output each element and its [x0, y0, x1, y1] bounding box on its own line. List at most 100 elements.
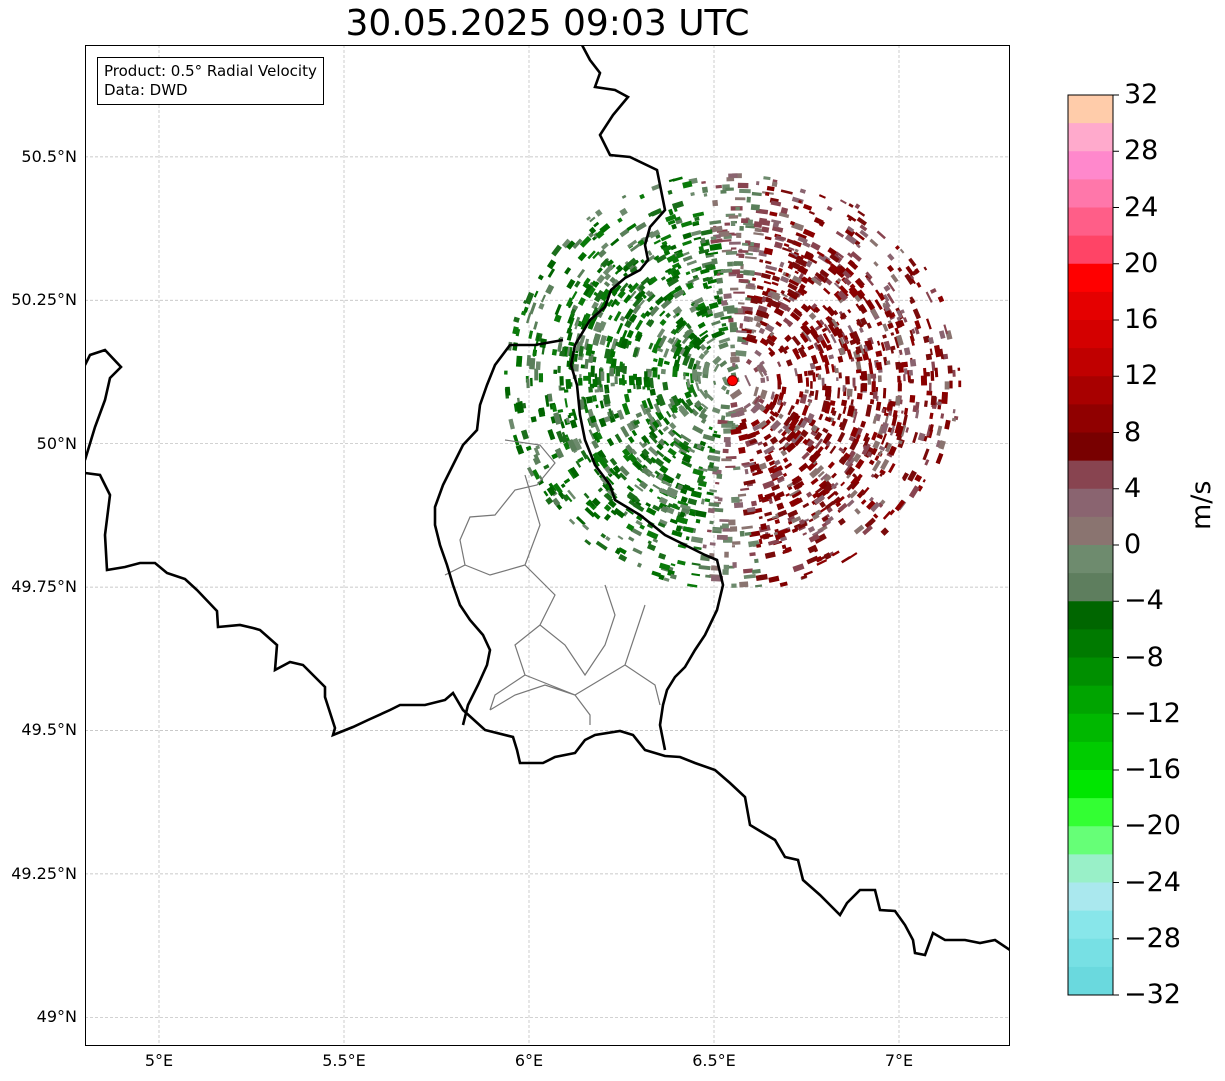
velocity-gate — [683, 373, 686, 380]
velocity-gate — [780, 207, 789, 215]
velocity-gate — [648, 342, 654, 350]
lon-tick-label: 5.5°E — [322, 1051, 366, 1070]
velocity-gate — [668, 208, 674, 216]
velocity-gate — [880, 433, 888, 445]
velocity-gate — [859, 375, 863, 380]
velocity-gate — [797, 236, 808, 244]
velocity-gate — [847, 308, 852, 314]
velocity-gate — [650, 207, 663, 217]
velocity-gate — [905, 427, 910, 433]
velocity-gate — [719, 360, 728, 368]
velocity-gate — [706, 529, 712, 533]
colorbar-unit-label: m/s — [1186, 480, 1217, 530]
velocity-gate — [648, 430, 658, 440]
velocity-gate — [790, 312, 799, 320]
velocity-gate — [706, 345, 712, 351]
velocity-gate — [720, 415, 726, 422]
velocity-gate — [875, 387, 879, 392]
velocity-gate — [838, 372, 842, 379]
velocity-gate — [750, 419, 761, 428]
velocity-gate — [697, 486, 702, 491]
velocity-gate — [824, 385, 832, 397]
velocity-gate — [623, 393, 631, 403]
velocity-gate — [933, 344, 942, 358]
velocity-gate — [763, 280, 772, 285]
velocity-gate — [780, 449, 788, 457]
velocity-gate — [711, 266, 716, 270]
velocity-gate — [864, 517, 876, 529]
velocity-gate — [543, 464, 550, 470]
velocity-gate — [798, 199, 802, 204]
colorbar-segment — [1068, 376, 1113, 405]
velocity-gate — [663, 440, 670, 447]
velocity-gate — [551, 348, 558, 356]
velocity-gate — [691, 269, 697, 273]
velocity-gate — [705, 574, 711, 578]
map-canvas[interactable] — [85, 45, 1010, 1046]
velocity-gate — [605, 536, 611, 542]
velocity-gate — [764, 453, 774, 463]
velocity-gate — [773, 459, 781, 466]
velocity-gate — [759, 533, 771, 540]
velocity-gate — [896, 309, 903, 319]
velocity-gate — [909, 329, 915, 342]
velocity-gate — [704, 351, 708, 356]
velocity-gate — [734, 261, 744, 266]
map-panel[interactable] — [85, 45, 1010, 1046]
velocity-gate — [684, 391, 692, 399]
velocity-gate — [778, 447, 783, 451]
velocity-gate — [866, 451, 873, 458]
velocity-gate — [865, 404, 872, 417]
velocity-gate — [560, 421, 566, 429]
velocity-gate — [608, 467, 617, 476]
velocity-gate — [670, 336, 676, 344]
velocity-gate — [657, 429, 664, 436]
velocity-gate — [636, 333, 643, 343]
velocity-gate — [672, 289, 685, 299]
velocity-gate — [528, 330, 534, 339]
velocity-gate — [572, 238, 583, 250]
velocity-gate — [802, 502, 810, 509]
velocity-gate — [810, 330, 820, 340]
velocity-gate — [565, 493, 573, 503]
velocity-gate — [781, 247, 793, 253]
velocity-gate — [699, 329, 709, 338]
colorbar-tick-label: −12 — [1124, 697, 1181, 729]
velocity-gate — [641, 448, 650, 457]
velocity-gate — [760, 377, 766, 384]
velocity-gate — [809, 390, 815, 397]
velocity-gate — [657, 374, 660, 380]
velocity-gate — [639, 193, 645, 200]
velocity-gate — [926, 390, 933, 396]
velocity-gate — [873, 261, 879, 267]
velocity-gate — [865, 299, 876, 311]
velocity-gate — [806, 439, 815, 448]
velocity-gate — [568, 317, 575, 330]
velocity-gate — [645, 507, 657, 516]
velocity-gate — [655, 254, 667, 264]
velocity-gate — [757, 493, 764, 501]
velocity-gate — [648, 420, 658, 432]
lat-tick-label: 49°N — [36, 1007, 77, 1027]
velocity-gate — [646, 411, 655, 423]
velocity-gate — [524, 291, 535, 305]
velocity-gate — [662, 425, 670, 432]
velocity-gate — [593, 289, 605, 303]
velocity-gate — [652, 504, 661, 512]
velocity-gate — [827, 490, 837, 500]
velocity-gate — [768, 350, 776, 358]
velocity-gate — [644, 310, 652, 318]
velocity-gate — [709, 447, 716, 453]
velocity-gate — [702, 276, 714, 282]
velocity-gate — [958, 380, 962, 388]
velocity-gate — [515, 401, 524, 414]
velocity-gate — [619, 315, 626, 322]
velocity-gate — [615, 264, 624, 273]
velocity-gate — [610, 382, 615, 387]
velocity-gate — [688, 332, 697, 341]
gridlines — [85, 45, 1010, 1046]
velocity-gate — [816, 250, 825, 258]
velocity-gate — [750, 500, 757, 507]
velocity-gate — [835, 501, 842, 508]
velocity-gate — [628, 282, 640, 294]
